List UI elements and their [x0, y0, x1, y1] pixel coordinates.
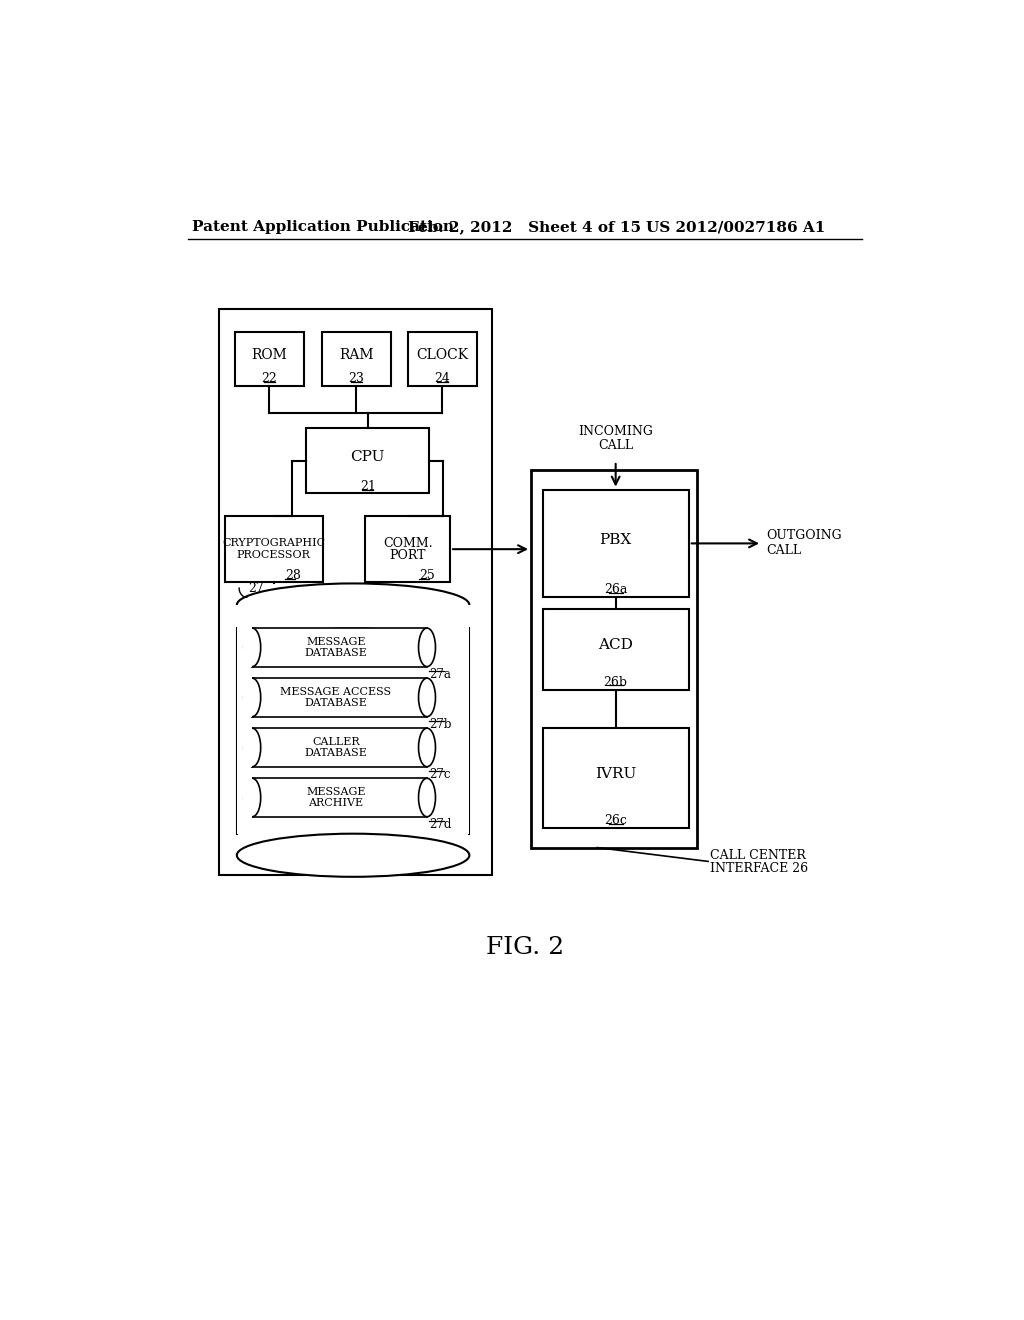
Text: 25: 25: [419, 569, 435, 582]
Bar: [252, 628, 427, 667]
Ellipse shape: [237, 583, 469, 627]
Text: CLOCK: CLOCK: [417, 347, 468, 362]
Bar: [543, 609, 689, 689]
Ellipse shape: [237, 834, 469, 876]
Text: PORT: PORT: [389, 549, 426, 562]
Text: Patent Application Publication: Patent Application Publication: [193, 220, 455, 234]
Ellipse shape: [244, 628, 261, 667]
Text: 22: 22: [261, 372, 278, 385]
Bar: [243, 777, 252, 817]
Bar: [224, 516, 323, 582]
Text: 24: 24: [434, 372, 451, 385]
Text: INTERFACE 26: INTERFACE 26: [711, 862, 809, 875]
Text: MESSAGE: MESSAGE: [306, 787, 366, 797]
Ellipse shape: [244, 729, 261, 767]
Text: US 2012/0027186 A1: US 2012/0027186 A1: [646, 220, 825, 234]
Text: 28: 28: [286, 569, 301, 582]
Text: 26b: 26b: [604, 676, 628, 689]
Text: 27: 27: [248, 582, 264, 594]
Text: DATABASE: DATABASE: [304, 648, 368, 657]
Text: DATABASE: DATABASE: [304, 748, 368, 758]
Text: 26c: 26c: [604, 814, 627, 828]
Ellipse shape: [244, 678, 261, 717]
Text: 21: 21: [359, 480, 376, 492]
Text: 26a: 26a: [604, 583, 628, 597]
Ellipse shape: [419, 779, 435, 817]
Text: CALL: CALL: [598, 440, 633, 453]
Text: 27a: 27a: [429, 668, 452, 681]
Bar: [252, 678, 427, 717]
Bar: [306, 428, 429, 494]
Text: Feb. 2, 2012   Sheet 4 of 15: Feb. 2, 2012 Sheet 4 of 15: [408, 220, 641, 234]
Text: CRYPTOGRAPHIC: CRYPTOGRAPHIC: [222, 539, 326, 548]
Text: PBX: PBX: [599, 532, 632, 546]
Text: CALL CENTER: CALL CENTER: [711, 849, 806, 862]
Text: 27b: 27b: [429, 718, 452, 731]
Text: INCOMING: INCOMING: [579, 425, 653, 438]
Text: 23: 23: [348, 372, 365, 385]
Bar: [322, 331, 391, 385]
Ellipse shape: [419, 628, 435, 667]
Bar: [543, 490, 689, 598]
Text: PROCESSOR: PROCESSOR: [237, 550, 310, 560]
Text: FIG. 2: FIG. 2: [485, 936, 564, 960]
Bar: [243, 627, 252, 668]
Text: RAM: RAM: [339, 347, 374, 362]
Bar: [408, 331, 477, 385]
Text: CPU: CPU: [350, 450, 385, 463]
Bar: [543, 729, 689, 829]
Bar: [219, 309, 493, 875]
Text: MESSAGE ACCESS: MESSAGE ACCESS: [281, 686, 391, 697]
Text: CALL: CALL: [766, 544, 801, 557]
Text: MESSAGE: MESSAGE: [306, 638, 366, 647]
Bar: [243, 727, 252, 767]
Text: 27d: 27d: [429, 818, 452, 832]
Text: ACD: ACD: [598, 639, 633, 652]
Bar: [531, 470, 696, 847]
Text: CALLER: CALLER: [312, 737, 359, 747]
Text: ARCHIVE: ARCHIVE: [308, 797, 364, 808]
Bar: [237, 627, 469, 834]
Text: OUTGOING: OUTGOING: [766, 529, 842, 543]
Text: 27c: 27c: [429, 768, 451, 781]
Text: ROM: ROM: [251, 347, 287, 362]
Bar: [252, 729, 427, 767]
Bar: [236, 605, 471, 627]
Bar: [234, 331, 304, 385]
Text: IVRU: IVRU: [595, 767, 636, 781]
Ellipse shape: [419, 678, 435, 717]
Bar: [366, 516, 451, 582]
Bar: [243, 677, 252, 718]
Ellipse shape: [244, 779, 261, 817]
Ellipse shape: [419, 729, 435, 767]
Bar: [252, 779, 427, 817]
Text: DATABASE: DATABASE: [304, 698, 368, 708]
Text: COMM.: COMM.: [383, 536, 432, 549]
